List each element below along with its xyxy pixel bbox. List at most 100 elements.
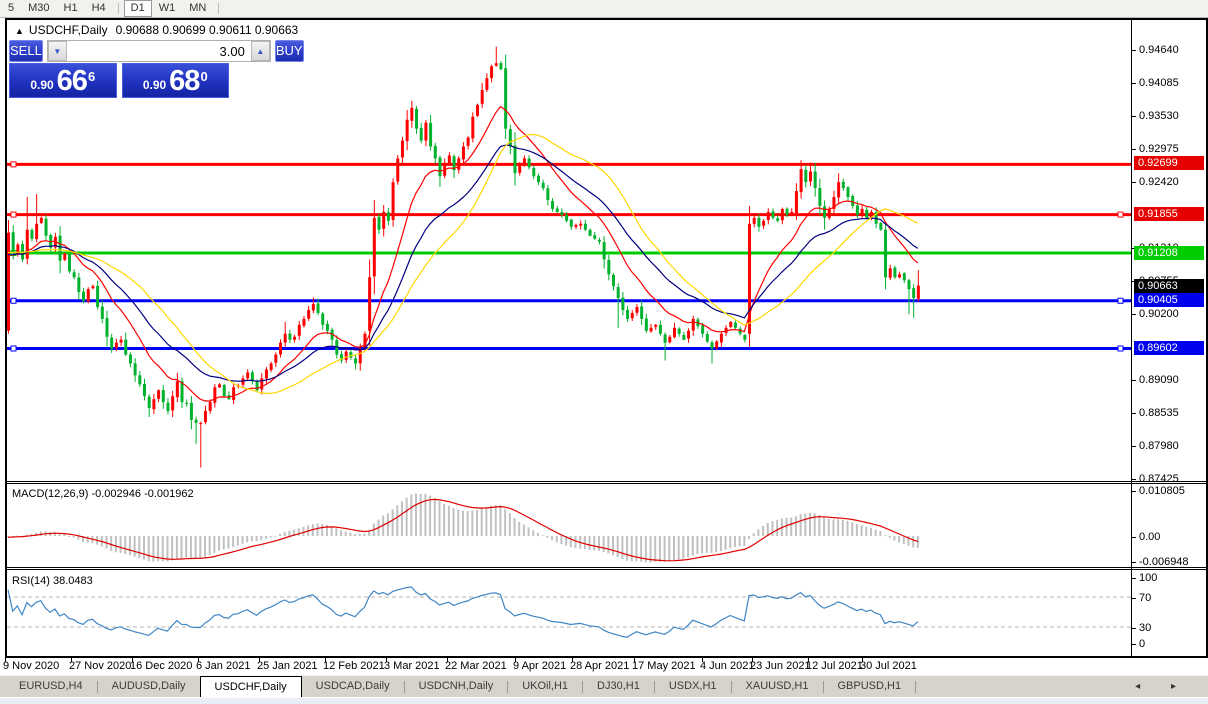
- sell-button[interactable]: SELL: [9, 40, 43, 62]
- time-axis-label: 9 Apr 2021: [513, 660, 567, 672]
- macd-bar: [405, 497, 408, 536]
- macd-bar: [400, 501, 403, 536]
- candle-body: [733, 322, 737, 328]
- macd-bar: [560, 536, 563, 545]
- collapse-arrow-icon[interactable]: ▲: [15, 26, 24, 36]
- timeframe-button-mn[interactable]: MN: [189, 2, 207, 14]
- timeframe-button-h4[interactable]: H4: [91, 2, 106, 14]
- macd-bar: [574, 536, 577, 549]
- macd-bar: [419, 494, 422, 536]
- macd-bar: [658, 536, 661, 562]
- tab-eurusd[interactable]: EURUSD,H4: [19, 680, 83, 692]
- candle-body: [349, 352, 353, 358]
- line-handle[interactable]: [1117, 211, 1124, 218]
- tab-scroll-arrows[interactable]: ◂ ▸: [1135, 681, 1190, 692]
- macd-bar: [447, 505, 450, 536]
- timeframe-button-w1[interactable]: W1: [158, 2, 176, 14]
- axis-tick: [1132, 537, 1136, 538]
- tab-xauusd[interactable]: XAUUSD,H1: [745, 680, 809, 692]
- candle-body: [44, 218, 48, 236]
- time-axis-tick: [325, 658, 326, 662]
- volume-increase-icon[interactable]: ▲: [250, 41, 270, 61]
- axis-tick: [1132, 491, 1136, 492]
- candle-body: [222, 385, 226, 397]
- tab-dj30[interactable]: DJ30,H1: [597, 680, 640, 692]
- volume-input[interactable]: [66, 41, 251, 61]
- line-handle[interactable]: [1117, 345, 1124, 352]
- candle-body: [663, 334, 667, 343]
- candle-body: [630, 312, 634, 319]
- macd-bar: [302, 526, 305, 536]
- macd-bar: [424, 493, 427, 536]
- line-handle[interactable]: [1117, 297, 1124, 304]
- macd-bar: [325, 524, 328, 536]
- macd-bar: [72, 536, 75, 538]
- timeframe-button-m30[interactable]: M30: [28, 2, 50, 14]
- line-handle[interactable]: [10, 297, 17, 304]
- candle-body: [813, 171, 817, 189]
- macd-signal-line: [7, 498, 919, 562]
- macd-bar: [396, 505, 399, 536]
- candle-body: [527, 158, 531, 168]
- macd-bar: [855, 524, 858, 536]
- candle-body: [255, 380, 259, 391]
- candle-body: [701, 325, 705, 334]
- time-axis-tick: [702, 658, 703, 662]
- chart-symbol-label: USDCHF,Daily: [28, 23, 108, 37]
- hlines-group: [7, 161, 1131, 352]
- candle-body: [114, 342, 118, 348]
- time-axis-label: 12 Jul 2021: [806, 660, 863, 672]
- line-handle[interactable]: [10, 211, 17, 218]
- tab-usdx[interactable]: USDX,H1: [668, 680, 717, 692]
- candle-body: [250, 372, 254, 382]
- axis-tick: [1132, 562, 1136, 563]
- bid-price-tile[interactable]: 0.90 66 6: [9, 63, 117, 98]
- buy-button[interactable]: BUY: [274, 40, 304, 62]
- tab-ukoil[interactable]: UKOil,H1: [522, 680, 569, 692]
- candle-body: [67, 253, 71, 272]
- candle-body: [715, 341, 719, 349]
- line-handle[interactable]: [10, 161, 17, 168]
- candle-body: [532, 167, 536, 177]
- macd-bar: [86, 536, 89, 543]
- tab-usdcnh[interactable]: USDCNH,Daily: [418, 680, 494, 692]
- chart-window[interactable]: ▲ USDCHF,Daily 0.90688 0.90699 0.90611 0.9…: [5, 18, 1208, 658]
- tab-usdchf[interactable]: USDCHF,Daily: [199, 676, 302, 697]
- timeframe-button-d1[interactable]: D1: [123, 0, 152, 17]
- tab-separator: [730, 680, 732, 693]
- candle-body: [16, 244, 20, 254]
- candle-body: [471, 116, 475, 139]
- macd-bar: [649, 536, 652, 563]
- macd-bar: [138, 536, 141, 559]
- candles-group: [7, 46, 920, 468]
- time-axis-label: 23 Jun 2021: [750, 660, 811, 672]
- candle-body: [907, 280, 911, 290]
- volume-decrease-icon[interactable]: ▼: [47, 41, 67, 61]
- candle-body: [569, 219, 573, 227]
- macd-bar: [508, 513, 511, 536]
- candle-body: [133, 363, 137, 376]
- ask-price-tile[interactable]: 0.90 68 0: [121, 63, 229, 98]
- tab-gbpusd[interactable]: GBPUSD,H1: [837, 680, 902, 692]
- tab-usdcad[interactable]: USDCAD,Daily: [315, 680, 390, 692]
- macd-bar: [7, 536, 9, 537]
- timeframe-button-h1[interactable]: H1: [63, 2, 78, 14]
- candle-body: [579, 223, 583, 226]
- timeframe-button-5[interactable]: 5: [8, 2, 15, 14]
- macd-histogram-group: [7, 493, 919, 563]
- tab-audusd[interactable]: AUDUSD,Daily: [111, 680, 186, 692]
- macd-bar: [527, 527, 530, 536]
- line-handle[interactable]: [10, 345, 17, 352]
- candle-body: [199, 422, 203, 424]
- macd-bar: [39, 531, 42, 536]
- macd-bar: [701, 536, 704, 554]
- macd-bar: [255, 536, 258, 542]
- tab-separator: [507, 680, 509, 693]
- axis-tick: [1132, 598, 1136, 599]
- macd-bar: [208, 536, 211, 556]
- bottom-strip: [0, 698, 1208, 704]
- macd-bar: [213, 536, 216, 553]
- price-chart-canvas[interactable]: [6, 19, 1207, 657]
- candle-body: [372, 217, 376, 277]
- macd-bar: [110, 536, 113, 551]
